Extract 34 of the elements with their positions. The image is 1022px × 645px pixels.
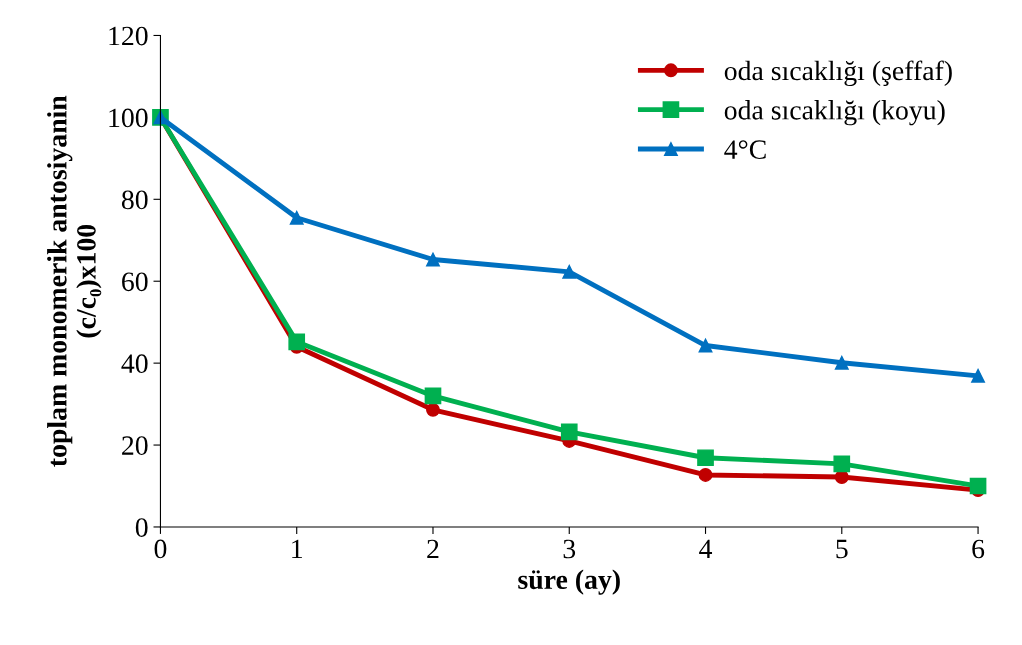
x-tick-label: 3 [563,539,576,559]
x-tick-label: 5 [836,539,848,559]
point [834,470,849,484]
point [698,468,713,482]
y-tick-label: 120 [109,26,148,46]
point [562,264,577,279]
x-tick-label: 6 [972,539,985,559]
point [833,455,851,473]
y-tick-label: 40 [121,354,148,374]
point [426,402,440,417]
point [288,333,306,351]
x-axis-title: süre (ay) [518,569,620,595]
legend-label: 4°C [724,140,766,159]
legend-label: oda sıcaklığı (şeffaf) [724,60,952,87]
point [560,423,578,441]
point [697,449,714,467]
point [424,387,442,405]
point [426,252,440,267]
y-tick-label: 100 [109,108,148,128]
point [834,355,849,370]
y-tick-label: 20 [122,436,148,455]
x-tick-label: 2 [427,539,439,559]
y-axis-title: toplam monomerik antosiyanin (c/c₀)x100 [47,95,102,467]
point [971,368,985,383]
x-tick-label: 4 [699,539,713,559]
point [289,210,304,225]
point [698,338,713,353]
y-tick-label: 0 [135,518,148,537]
legend-label: oda sıcaklığı (koyu) [724,100,945,126]
x-tick-label: 0 [154,539,167,559]
point [969,477,987,495]
y-tick-label: 80 [121,190,148,210]
y-tick-label: 60 [122,272,148,292]
x-tick-label: 1 [292,539,302,559]
